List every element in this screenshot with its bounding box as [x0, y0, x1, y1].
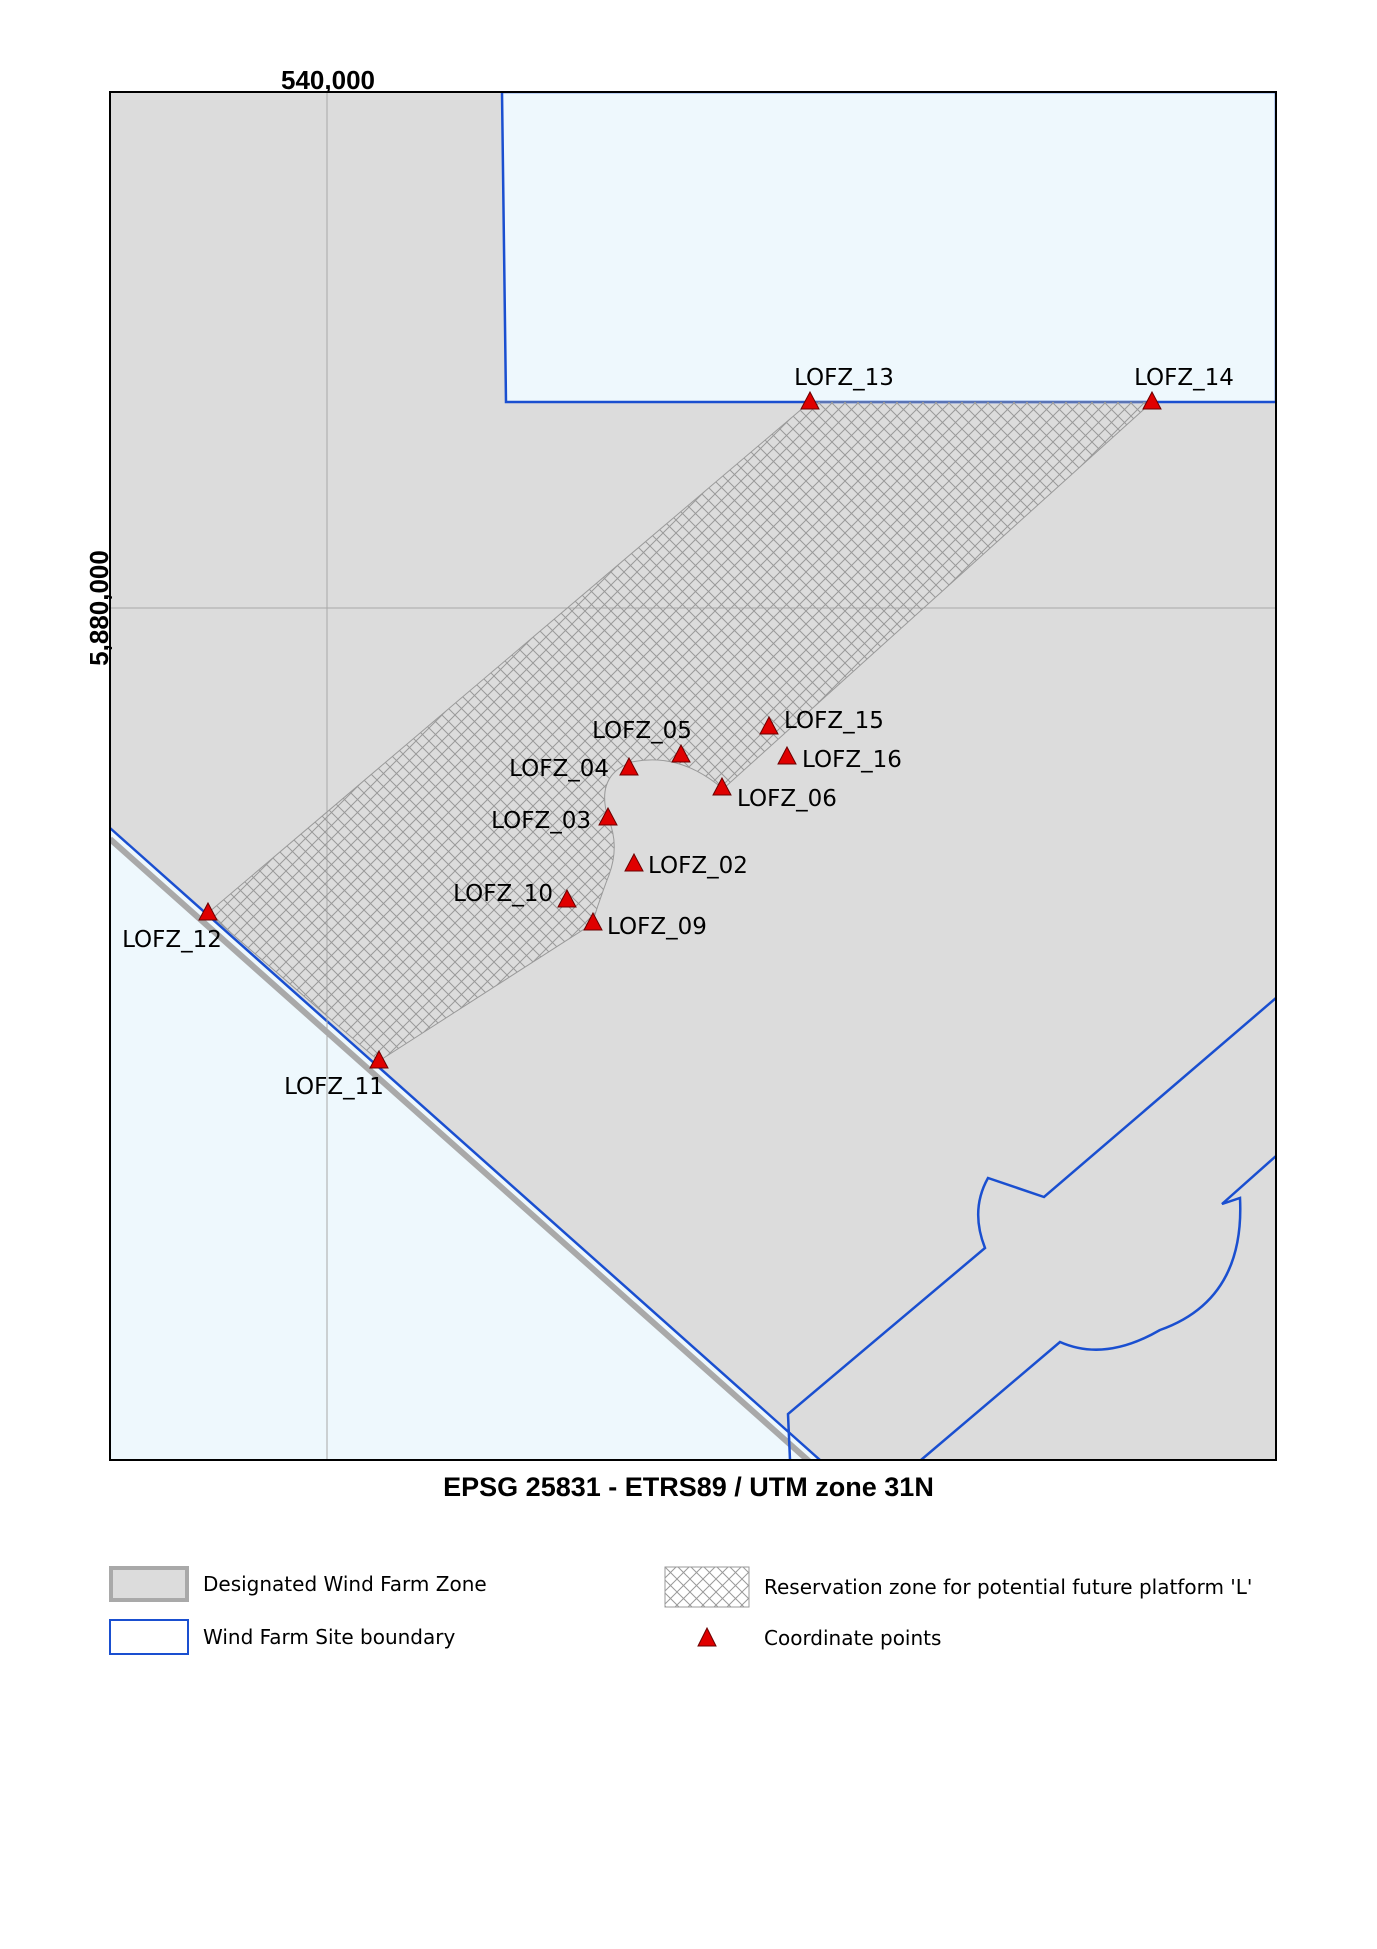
coordinate-label-lofz-03: LOFZ_03 — [491, 808, 591, 834]
coordinate-point-lofz-11 — [369, 1049, 389, 1069]
coordinate-point-lofz-12 — [198, 901, 218, 921]
site-boundary-southeast-a — [786, 997, 1276, 1460]
legend-site: Wind Farm Site boundary — [109, 1619, 455, 1655]
coordinate-point-lofz-09 — [583, 911, 603, 931]
coordinate-point-lofz-02 — [624, 852, 644, 872]
site-top-right — [500, 92, 1276, 404]
coordinate-label-lofz-13: LOFZ_13 — [794, 365, 894, 391]
legend-points-marker-icon — [697, 1626, 717, 1647]
coordinate-label-lofz-09: LOFZ_09 — [607, 914, 707, 940]
axis-label-northing: 5,880,000 — [84, 550, 114, 666]
axis-label-easting: 540,000 — [281, 65, 375, 95]
legend-points-label: Coordinate points — [764, 1626, 942, 1650]
zone-boundary-southwest — [110, 836, 813, 1460]
coordinate-point-lofz-14 — [1142, 390, 1162, 410]
legend-reservation: Reservation zone for potential future pl… — [664, 1566, 1252, 1608]
coordinate-label-lofz-06: LOFZ_06 — [737, 786, 837, 812]
legend-reservation-swatch — [664, 1566, 750, 1608]
coordinate-label-lofz-16: LOFZ_16 — [802, 747, 902, 773]
coordinate-label-lofz-15: LOFZ_15 — [784, 708, 884, 734]
coordinate-label-lofz-12: LOFZ_12 — [122, 927, 222, 953]
legend-zone: Designated Wind Farm Zone — [109, 1566, 487, 1602]
coordinate-point-lofz-03 — [598, 806, 618, 826]
coordinate-label-lofz-14: LOFZ_14 — [1134, 365, 1234, 391]
legend-zone-label: Designated Wind Farm Zone — [203, 1572, 487, 1596]
site-boundary-southeast-b — [920, 1155, 1276, 1460]
coordinate-point-lofz-15 — [759, 715, 779, 735]
coordinate-label-lofz-04: LOFZ_04 — [509, 756, 609, 782]
map-frame — [109, 91, 1277, 1461]
coordinate-label-lofz-11: LOFZ_11 — [284, 1074, 384, 1100]
coordinate-label-lofz-10: LOFZ_10 — [453, 881, 553, 907]
site-boundary-southwest — [110, 827, 821, 1460]
legend-site-swatch — [109, 1619, 189, 1655]
legend-zone-swatch — [109, 1566, 189, 1602]
coordinate-point-lofz-06 — [712, 776, 732, 796]
coordinate-point-lofz-05 — [671, 743, 691, 763]
crs-label: EPSG 25831 - ETRS89 / UTM zone 31N — [443, 1472, 934, 1502]
coordinate-label-lofz-05: LOFZ_05 — [592, 718, 692, 744]
reservation-zone — [207, 401, 1154, 1062]
coordinate-label-lofz-02: LOFZ_02 — [648, 853, 748, 879]
coordinate-point-lofz-04 — [619, 756, 639, 776]
legend-reservation-label: Reservation zone for potential future pl… — [764, 1575, 1253, 1599]
coordinate-point-lofz-16 — [777, 745, 797, 765]
legend-points: Coordinate points — [664, 1620, 941, 1656]
legend-site-label: Wind Farm Site boundary — [203, 1625, 456, 1649]
coordinate-point-lofz-13 — [800, 390, 820, 410]
coordinate-point-lofz-10 — [557, 888, 577, 908]
